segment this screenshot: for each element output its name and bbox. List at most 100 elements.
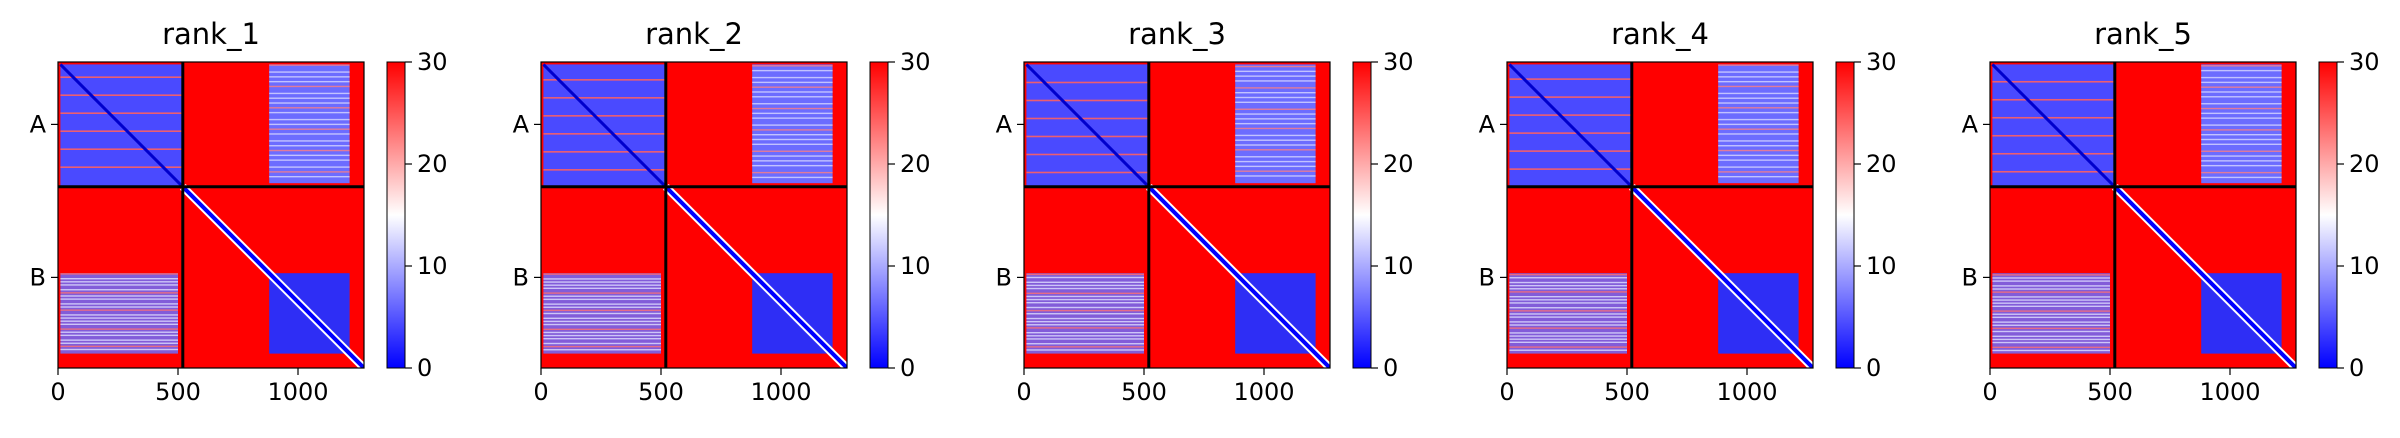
- colorbar-tick-label: 10: [417, 252, 448, 280]
- stripe: [752, 107, 833, 110]
- stripe: [1235, 156, 1316, 158]
- stripe: [1992, 170, 2115, 173]
- stripe: [2201, 112, 2282, 115]
- stripe: [752, 134, 833, 136]
- x-tick-label: 500: [2087, 378, 2133, 406]
- stripe: [2201, 124, 2282, 126]
- stripe: [543, 328, 661, 331]
- colorbar-tick-label: 20: [2349, 150, 2380, 178]
- colorbar-tick-label: 0: [1866, 354, 1881, 382]
- x-tick-label: 0: [50, 378, 65, 406]
- x-tick-label: 500: [155, 378, 201, 406]
- stripe: [60, 342, 178, 344]
- stripe: [543, 287, 661, 289]
- axes-frame: [540, 61, 848, 369]
- stripe: [543, 334, 661, 337]
- stripe: [2201, 176, 2282, 179]
- colorbar: 0 10 20 30: [869, 48, 931, 382]
- stripe: [1026, 81, 1149, 84]
- axes-frame: [1506, 61, 1814, 369]
- x-tick-label: 1000: [750, 378, 811, 406]
- stripe: [1235, 134, 1316, 137]
- stripe: [60, 298, 178, 300]
- stripe: [1509, 150, 1632, 152]
- x-tick-label: 1000: [1716, 378, 1777, 406]
- stripe: [1992, 116, 2115, 119]
- stripe: [543, 317, 661, 319]
- colorbar-gradient: [1352, 61, 1372, 369]
- stripe: [269, 80, 350, 83]
- stripe: [1509, 288, 1627, 290]
- stripe: [1509, 273, 1627, 276]
- stripe: [543, 278, 661, 280]
- stripe: [60, 328, 178, 330]
- colorbar-tick-label: 0: [900, 354, 915, 382]
- stripe: [1718, 123, 1799, 126]
- colorbar-tick-label: 30: [417, 48, 448, 76]
- x-tick-label: 500: [1604, 378, 1650, 406]
- diagonal-B: [664, 185, 847, 368]
- stripe: [543, 323, 661, 326]
- stripe: [1992, 134, 2115, 137]
- stripe: [1235, 175, 1316, 177]
- stripe: [1509, 307, 1627, 309]
- stripe: [1992, 152, 2115, 155]
- stripe: [60, 112, 183, 114]
- stripe: [1509, 299, 1627, 301]
- stripe: [1235, 80, 1316, 82]
- stripe: [60, 331, 178, 333]
- stripe: [543, 97, 666, 99]
- stripe: [269, 76, 350, 78]
- x-tick-label: 0: [1016, 378, 1031, 406]
- stripe: [1026, 335, 1144, 337]
- stripe: [2201, 91, 2282, 93]
- stripe: [1509, 96, 1632, 98]
- stripe: [1718, 64, 1799, 66]
- stripe: [1509, 335, 1627, 337]
- stripe: [543, 295, 661, 297]
- stripe: [1235, 165, 1316, 168]
- stripe: [752, 171, 833, 174]
- stripe: [269, 171, 350, 173]
- stripe: [60, 278, 178, 280]
- stripe: [1026, 317, 1144, 320]
- stripe: [60, 314, 178, 316]
- stripe: [1235, 160, 1316, 163]
- stripe: [1026, 298, 1144, 301]
- stripe: [1235, 127, 1316, 130]
- diagonal-B: [2113, 185, 2296, 368]
- stripe: [1235, 170, 1316, 172]
- panel-rank_4: rank_4 0 500 1000 A B 0 10 20 30: [1479, 17, 1897, 406]
- chain-label: B: [513, 263, 529, 291]
- stripe: [543, 133, 666, 135]
- stripe: [2201, 160, 2282, 162]
- stripe: [1718, 118, 1799, 121]
- colorbar-gradient: [1835, 61, 1855, 369]
- stripe: [1235, 144, 1316, 146]
- heatmap-rank_5: [1990, 62, 2296, 368]
- stripe: [1992, 305, 2110, 307]
- stripe: [1235, 70, 1316, 73]
- stripe: [752, 65, 833, 67]
- stripe: [752, 91, 833, 93]
- stripe: [1026, 313, 1144, 315]
- x-tick-label: 0: [1499, 378, 1514, 406]
- stripe: [752, 81, 833, 84]
- stripe: [1718, 154, 1799, 157]
- stripe: [752, 129, 833, 131]
- stripe: [1992, 316, 2110, 319]
- stripe: [1026, 306, 1144, 309]
- stripe: [1026, 99, 1149, 102]
- stripe: [1509, 302, 1627, 304]
- stripe: [1509, 341, 1627, 343]
- diagonal-A: [59, 63, 184, 188]
- panel-title: rank_5: [2094, 17, 2192, 51]
- stripe: [269, 166, 350, 168]
- stripe: [1992, 335, 2110, 337]
- stripe: [543, 312, 661, 315]
- stripe: [752, 160, 833, 162]
- stripe: [1026, 284, 1144, 287]
- stripe: [1026, 302, 1144, 304]
- stripe: [60, 273, 178, 275]
- stripe: [1718, 149, 1799, 152]
